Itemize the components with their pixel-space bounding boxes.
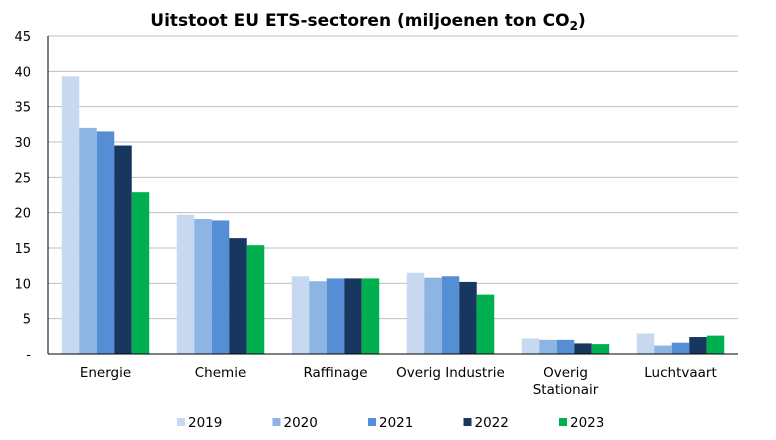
category-label: Overig Industrie — [396, 365, 505, 381]
legend-swatch-2023 — [559, 418, 567, 426]
bar-2019 — [61, 76, 80, 354]
y-tick-label: 15 — [14, 242, 31, 257]
bar-2022 — [459, 281, 477, 354]
y-tick-label: 45 — [14, 30, 31, 45]
y-tick-label: 5 — [23, 313, 31, 328]
legend-label-2020: 2020 — [284, 415, 318, 431]
y-tick-label: - — [26, 348, 31, 363]
legend-swatch-2019 — [177, 418, 185, 426]
category-label: Chemie — [195, 365, 247, 381]
bar-2020 — [654, 345, 672, 354]
y-tick-label: 20 — [14, 207, 31, 222]
bar-2021 — [671, 342, 690, 354]
category-label: Energie — [80, 365, 131, 381]
category-label: Overig — [543, 365, 588, 381]
bar-2019 — [521, 338, 540, 354]
legend-swatch-2020 — [272, 418, 281, 426]
chart-title: Uitstoot EU ETS-sectoren (miljoenen ton … — [150, 11, 585, 33]
bar-2022 — [689, 337, 707, 354]
bar-2022 — [114, 145, 132, 354]
bar-2023 — [706, 335, 725, 354]
bar-2023 — [476, 294, 495, 354]
legend: 2019 2020 2021 2022 2023 — [177, 415, 604, 431]
bar-2019 — [291, 276, 310, 354]
bar-2021 — [211, 220, 230, 354]
bar-2023 — [131, 192, 150, 354]
legend-swatch-2022 — [463, 418, 472, 426]
y-tick-label: 40 — [14, 65, 31, 80]
bar-2023 — [591, 344, 610, 354]
bar-2019 — [636, 333, 655, 354]
chart-title-end: ) — [578, 11, 586, 31]
y-axis-ticks: - 5 10 15 20 25 30 35 40 45 — [14, 30, 31, 363]
chart-title-main: Uitstoot EU ETS-sectoren (miljoenen ton … — [150, 11, 569, 31]
bar-2022 — [229, 238, 247, 354]
bar-2021 — [96, 131, 115, 354]
bar-2021 — [441, 276, 460, 354]
bar-2022 — [344, 278, 362, 354]
bar-2019 — [406, 272, 425, 354]
chart-title-subscript: 2 — [570, 19, 578, 33]
category-labels: Energie Chemie Raffinage Overig Industrie Ov… — [80, 365, 717, 398]
legend-label-2019: 2019 — [188, 415, 222, 431]
legend-swatch-2021 — [368, 418, 376, 426]
bar-2023 — [361, 278, 380, 354]
bars — [61, 76, 725, 354]
bar-2020 — [194, 219, 212, 354]
bar-2020 — [79, 127, 97, 354]
gridlines — [48, 35, 738, 320]
bar-2021 — [556, 339, 575, 354]
bar-2023 — [246, 245, 265, 354]
category-label: Raffinage — [303, 365, 367, 381]
y-tick-label: 10 — [14, 277, 31, 292]
bar-2021 — [326, 278, 345, 354]
legend-label-2022: 2022 — [475, 415, 509, 431]
y-tick-label: 25 — [14, 171, 31, 186]
legend-label-2021: 2021 — [379, 415, 413, 431]
category-label: Stationair — [533, 382, 599, 398]
y-tick-label: 30 — [14, 136, 31, 151]
bar-2020 — [309, 281, 327, 354]
bar-2020 — [424, 277, 442, 354]
bar-2019 — [176, 214, 195, 354]
y-tick-label: 35 — [14, 101, 31, 116]
category-label: Luchtvaart — [644, 365, 717, 381]
bar-2020 — [539, 339, 557, 354]
bar-2022 — [574, 343, 592, 354]
legend-label-2023: 2023 — [570, 415, 604, 431]
